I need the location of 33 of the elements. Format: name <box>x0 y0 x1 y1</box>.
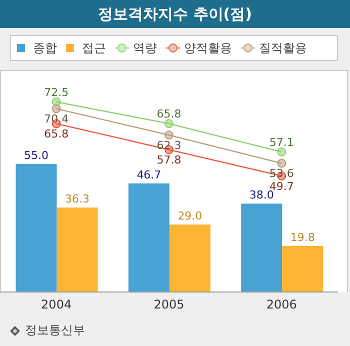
data-label: 57.1 <box>269 136 294 149</box>
data-label: 38.0 <box>249 188 274 202</box>
point <box>164 130 174 140</box>
data-label: 29.0 <box>178 210 202 223</box>
legend-label: 역량 <box>133 40 157 56</box>
data-label: 57.8 <box>156 153 182 166</box>
data-label: 65.8 <box>156 108 182 121</box>
bar <box>56 208 98 292</box>
bar <box>169 224 210 292</box>
point <box>277 147 286 156</box>
data-label: 72.5 <box>44 86 69 99</box>
bar <box>128 183 170 292</box>
point <box>52 104 61 114</box>
x-tick-label: 2004 <box>41 298 72 312</box>
legend-label: 양적활용 <box>184 40 232 56</box>
x-tick-label: 2006 <box>266 298 297 312</box>
point <box>277 158 286 168</box>
data-label: 36.3 <box>65 192 90 206</box>
chart-title: 정보격차지수 추이(점) <box>0 0 350 28</box>
legend-label: 종합 <box>33 40 57 56</box>
legend-label: 접근 <box>82 40 106 56</box>
x-tick-label: 2005 <box>154 298 184 312</box>
data-label: 19.8 <box>290 230 315 244</box>
data-label: 70.4 <box>44 112 69 126</box>
data-label: 55.0 <box>24 149 49 162</box>
legend-label: 질적활용 <box>259 40 307 56</box>
bar <box>241 204 282 292</box>
bar <box>16 164 57 292</box>
point <box>164 119 174 128</box>
text: 정보통신부 <box>25 322 85 339</box>
bar <box>282 246 324 292</box>
data-label: 46.7 <box>136 168 162 182</box>
data-label: 65.8 <box>44 127 69 140</box>
